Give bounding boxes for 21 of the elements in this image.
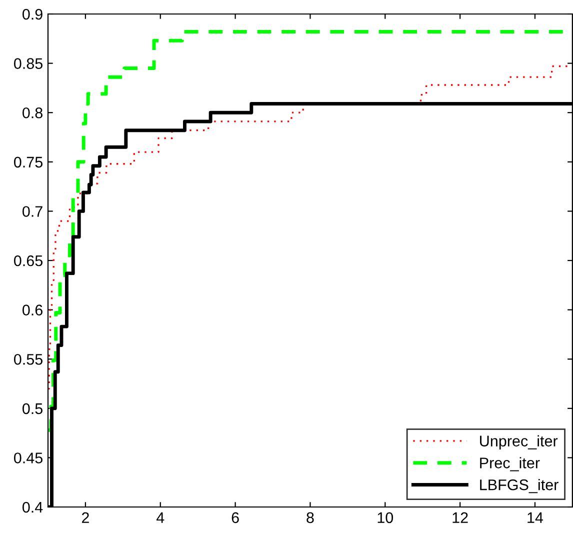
x-tick-label: 2 bbox=[82, 512, 89, 523]
y-tick-label: 0.85 bbox=[14, 58, 42, 69]
legend-label: Unprec_iter bbox=[480, 435, 558, 450]
x-tick-label: 6 bbox=[232, 512, 239, 524]
y-tick-label: 0.7 bbox=[22, 206, 42, 217]
x-tick-label: 8 bbox=[306, 512, 314, 524]
y-tick-label: 0.45 bbox=[14, 452, 42, 464]
y-tick-label: 0.9 bbox=[22, 8, 42, 20]
y-tick-label: 0.8 bbox=[22, 107, 42, 118]
y-tick-label: 0.75 bbox=[14, 156, 42, 168]
y-tick-label: 0.4 bbox=[22, 502, 43, 513]
x-tick-label: 4 bbox=[156, 512, 164, 523]
y-tick-label: 0.55 bbox=[14, 354, 42, 365]
x-tick-label: 14 bbox=[528, 512, 544, 523]
y-tick-label: 0.6 bbox=[22, 304, 42, 316]
y-tick-label: 0.5 bbox=[22, 403, 42, 414]
y-tick-label: 0.65 bbox=[14, 255, 42, 266]
x-tick-label: 12 bbox=[452, 512, 468, 523]
legend-label: Prec_iter bbox=[480, 457, 540, 472]
legend-label: LBFGS_iter bbox=[480, 479, 558, 494]
x-tick-label: 10 bbox=[378, 512, 394, 524]
